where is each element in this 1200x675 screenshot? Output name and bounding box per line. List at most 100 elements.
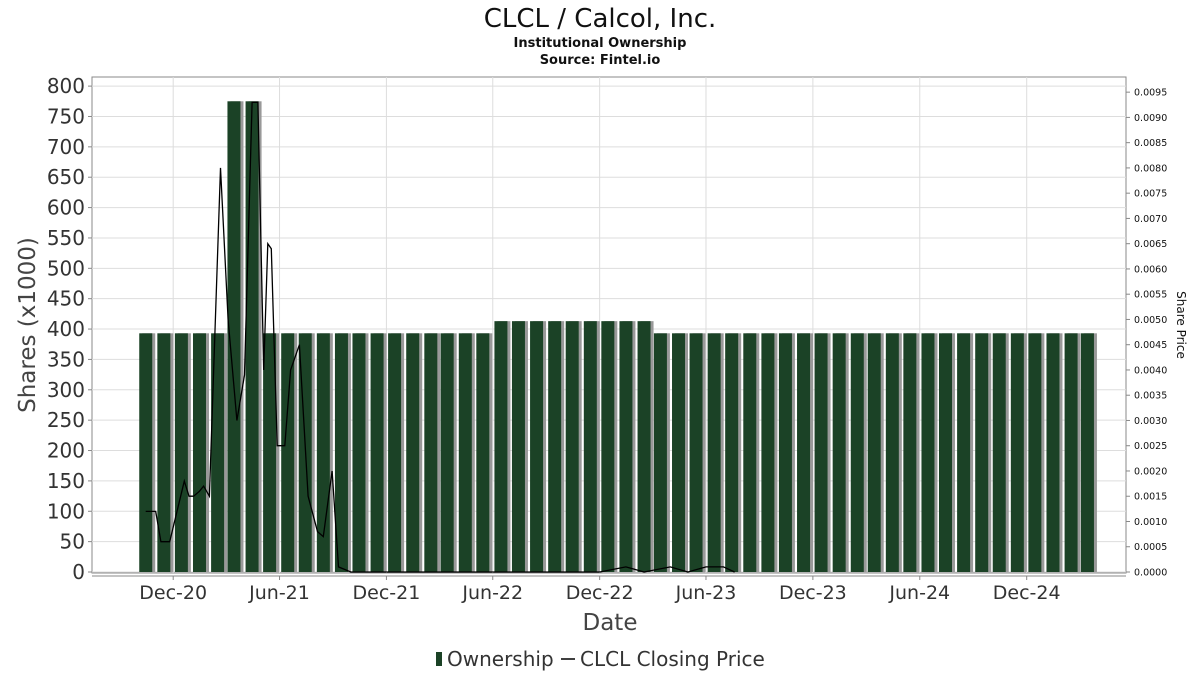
ownership-bar xyxy=(601,321,615,572)
ownership-bar xyxy=(885,333,899,572)
chart-subtitle: Institutional Ownership xyxy=(514,36,687,51)
ownership-bar xyxy=(938,333,952,572)
ownership-bar xyxy=(211,333,225,572)
ownership-bar xyxy=(672,333,686,572)
ownership-bar xyxy=(867,333,881,572)
ownership-bar xyxy=(903,333,917,572)
price-line xyxy=(145,101,735,573)
ownership-bar xyxy=(458,333,472,572)
legend-ownership-label: Ownership xyxy=(447,647,554,671)
y-tick-label: 750 xyxy=(47,104,85,128)
ownership-bar xyxy=(511,321,525,572)
y2-tick-label: 0.0035 xyxy=(1134,391,1167,402)
ownership-bar xyxy=(957,333,971,572)
x-tick-label: Dec-23 xyxy=(779,582,847,604)
ownership-bar xyxy=(637,321,651,572)
y2-tick-label: 0.0040 xyxy=(1134,365,1167,376)
y-axis-label: Shares (x1000) xyxy=(15,237,41,413)
ownership-bar xyxy=(424,333,438,572)
ownership-bar xyxy=(370,333,384,572)
ownership-bar xyxy=(1064,333,1078,572)
ownership-bar xyxy=(1028,333,1042,572)
ownership-bar xyxy=(707,333,721,572)
ownership-bar xyxy=(440,333,454,572)
ownership-bar xyxy=(689,333,703,572)
ownership-bar xyxy=(653,333,667,572)
y2-tick-label: 0.0055 xyxy=(1134,290,1167,301)
ownership-bar xyxy=(352,333,366,572)
ownership-bar xyxy=(832,333,846,572)
y-tick-label: 100 xyxy=(47,499,85,523)
y-tick-label: 550 xyxy=(47,226,85,250)
ownership-bar xyxy=(1080,333,1094,572)
ownership-bar xyxy=(174,333,188,572)
x-tick-label: Dec-24 xyxy=(993,582,1061,604)
y2-tick-label: 0.0065 xyxy=(1134,239,1167,250)
y2-tick-label: 0.0000 xyxy=(1134,568,1167,579)
legend: Ownership CLCL Closing Price xyxy=(436,647,765,671)
x-axis-label: Date xyxy=(583,610,638,636)
x-tick-label: Dec-22 xyxy=(566,582,634,604)
y2-tick-label: 0.0030 xyxy=(1134,416,1167,427)
x-tick-label: Jun-22 xyxy=(461,582,523,604)
y-tick-label: 250 xyxy=(47,408,85,432)
ownership-bar xyxy=(388,333,402,572)
y2-axis-label: Share Price xyxy=(1174,291,1188,359)
y2-tick-label: 0.0005 xyxy=(1134,542,1167,553)
left-axis: 0 50 100 150 200 250 300 350 400 450 500 550 600 650 7… xyxy=(47,74,92,584)
ownership-bar xyxy=(814,333,828,572)
y-tick-label: 200 xyxy=(47,439,85,463)
legend-price-label: CLCL Closing Price xyxy=(580,647,765,671)
y2-tick-label: 0.0090 xyxy=(1134,113,1167,124)
y2-tick-label: 0.0075 xyxy=(1134,189,1167,200)
y-tick-label: 0 xyxy=(72,560,85,584)
y2-tick-label: 0.0020 xyxy=(1134,466,1167,477)
x-tick-label: Dec-20 xyxy=(139,582,207,604)
ownership-bar xyxy=(619,321,633,572)
x-tick-label: Dec-21 xyxy=(353,582,421,604)
price-line-path xyxy=(145,101,735,573)
y-tick-label: 50 xyxy=(60,530,85,554)
ownership-bar xyxy=(548,321,562,572)
y2-tick-label: 0.0010 xyxy=(1134,517,1167,528)
x-tick-label: Jun-21 xyxy=(248,582,310,604)
y2-tick-label: 0.0070 xyxy=(1134,214,1167,225)
ownership-bar xyxy=(992,333,1006,572)
y2-tick-label: 0.0080 xyxy=(1134,163,1167,174)
ownership-bar xyxy=(850,333,864,572)
chart-title: CLCL / Calcol, Inc. xyxy=(484,4,717,34)
ownership-bar xyxy=(263,333,277,572)
y2-tick-label: 0.0095 xyxy=(1134,88,1167,99)
right-axis: 0.0000 0.0005 0.0010 0.0015 0.0020 0.0025 0.00… xyxy=(1126,88,1167,579)
y-tick-label: 800 xyxy=(47,74,85,98)
y-tick-label: 450 xyxy=(47,287,85,311)
ownership-bar xyxy=(1046,333,1060,572)
y2-tick-label: 0.0025 xyxy=(1134,441,1167,452)
y-tick-label: 350 xyxy=(47,347,85,371)
y2-tick-label: 0.0045 xyxy=(1134,340,1167,351)
ownership-bar xyxy=(139,333,153,572)
ownership-bar xyxy=(797,333,811,572)
ownership-bar xyxy=(494,321,508,572)
chart-source: Source: Fintel.io xyxy=(540,53,661,68)
y2-tick-label: 0.0015 xyxy=(1134,492,1167,503)
ownership-bar xyxy=(192,333,206,572)
ownership-bar xyxy=(565,321,579,572)
y2-tick-label: 0.0085 xyxy=(1134,138,1167,149)
ownership-bar xyxy=(778,333,792,572)
y-tick-label: 600 xyxy=(47,196,85,220)
ownership-bar xyxy=(157,333,171,572)
ownership-bar xyxy=(725,333,739,572)
ownership-bar xyxy=(334,333,348,572)
ownership-bar xyxy=(476,333,490,572)
ownership-bar xyxy=(761,333,775,572)
x-tick-label: Jun-23 xyxy=(675,582,737,604)
ownership-bar xyxy=(975,333,989,572)
y-tick-label: 400 xyxy=(47,317,85,341)
ownership-bar xyxy=(281,333,295,572)
ownership-bars xyxy=(139,101,1097,572)
y2-tick-label: 0.0060 xyxy=(1134,264,1167,275)
y2-tick-label: 0.0050 xyxy=(1134,315,1167,326)
y-tick-label: 500 xyxy=(47,256,85,280)
